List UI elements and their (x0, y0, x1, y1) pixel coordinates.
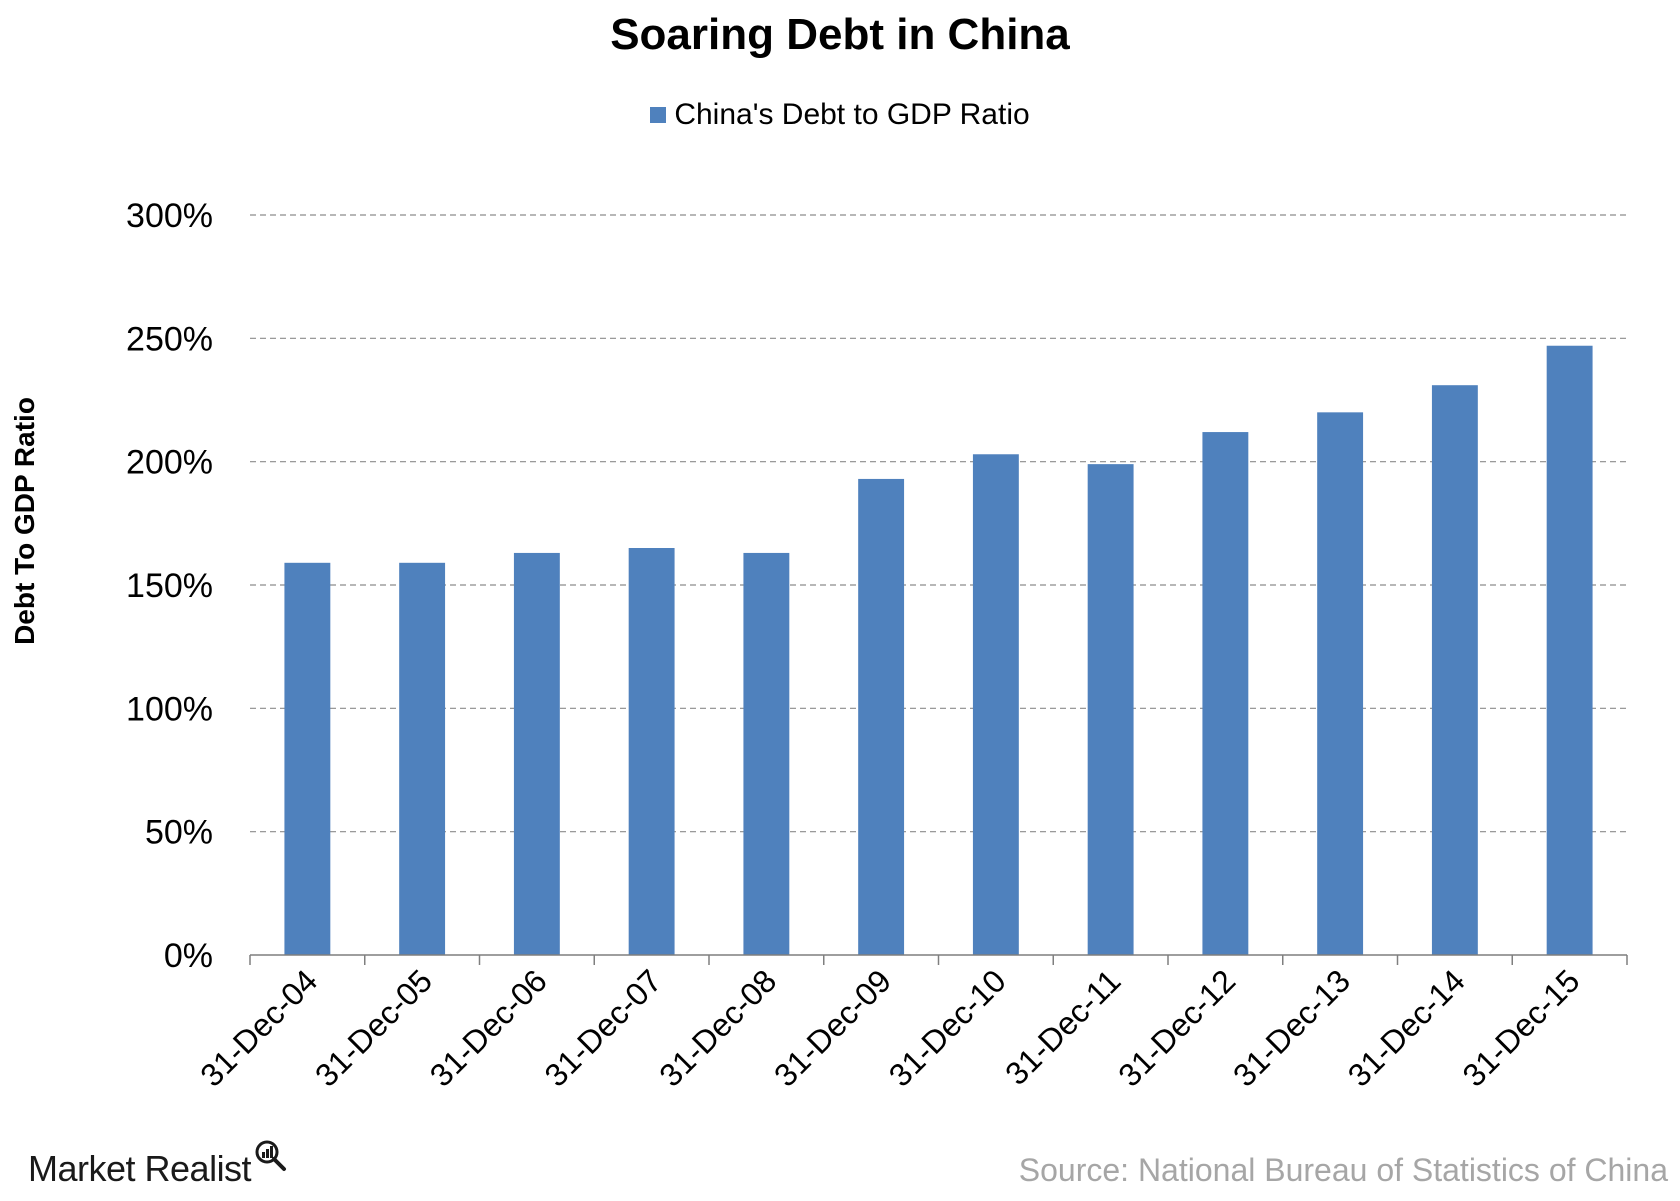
x-tick-label: 31-Dec-12 (1111, 962, 1242, 1093)
bar (513, 552, 560, 955)
bar (1431, 385, 1478, 955)
x-tick-label: 31-Dec-13 (1226, 962, 1357, 1093)
x-tick-label: 31-Dec-06 (423, 962, 554, 1093)
x-tick-label: 31-Dec-09 (767, 962, 898, 1093)
x-tick-label: 31-Dec-08 (652, 962, 783, 1093)
bar (399, 562, 446, 955)
chart-title: Soaring Debt in China (610, 10, 1070, 59)
bar (284, 562, 331, 955)
x-tick-labels: 31-Dec-0431-Dec-0531-Dec-0631-Dec-0731-D… (193, 962, 1586, 1093)
y-tick-label: 200% (126, 444, 213, 482)
bars (284, 345, 1593, 956)
y-tick-label: 250% (126, 320, 213, 358)
bar (1317, 412, 1364, 955)
x-tick-label: 31-Dec-10 (882, 962, 1013, 1093)
x-axis (249, 954, 1628, 965)
y-tick-label: 300% (126, 197, 213, 235)
bar (628, 548, 675, 955)
x-tick-label: 31-Dec-15 (1455, 962, 1586, 1093)
brand-name: Market Realist (28, 1148, 252, 1189)
y-axis-title: Debt To GDP Ratio (9, 397, 40, 645)
y-tick-label: 150% (126, 567, 213, 605)
bar (1087, 464, 1134, 955)
x-tick-label: 31-Dec-14 (1341, 962, 1472, 1093)
chart-legend: China's Debt to GDP Ratio (0, 98, 1680, 132)
x-tick-label: 31-Dec-07 (537, 962, 668, 1093)
bar (1546, 345, 1593, 955)
x-tick-label: 31-Dec-11 (998, 962, 1127, 1091)
y-tick-label: 50% (145, 814, 213, 852)
source-note: Source: National Bureau of Statistics of… (1018, 1152, 1668, 1188)
x-tick-label: 31-Dec-04 (193, 962, 324, 1093)
bar (1202, 432, 1249, 956)
y-tick-label: 100% (126, 690, 213, 728)
legend-swatch (650, 107, 667, 123)
legend-label: China's Debt to GDP Ratio (674, 98, 1030, 131)
magnifier-bar-chart-icon (255, 1140, 287, 1171)
bar (858, 478, 905, 955)
bar (743, 552, 790, 955)
x-tick-label: 31-Dec-05 (308, 962, 439, 1093)
y-tick-label: 0% (164, 937, 213, 975)
y-tick-labels: 0% 50% 100% 150% 200% 250% 300% (126, 197, 213, 975)
bar (972, 454, 1019, 955)
gridlines (250, 214, 1627, 833)
brand-logo: Market Realist (28, 1140, 287, 1190)
